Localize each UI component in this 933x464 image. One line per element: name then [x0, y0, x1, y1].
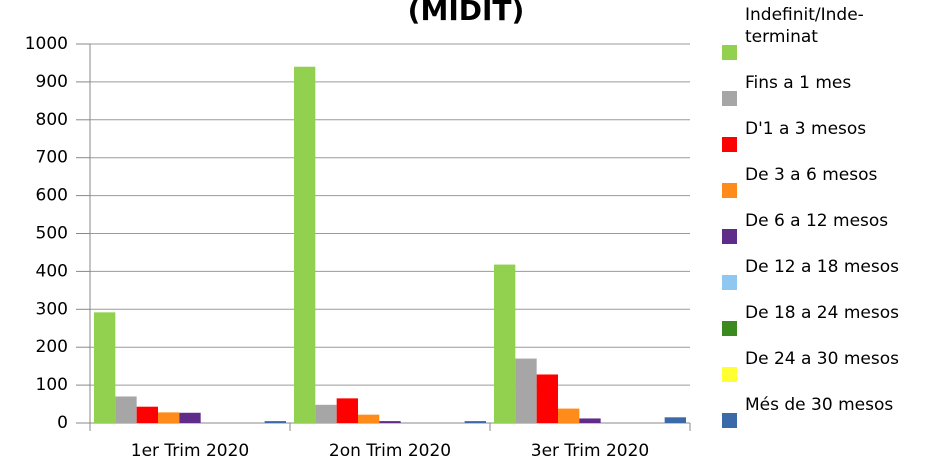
- legend-swatch: [722, 367, 737, 382]
- legend-label: De 3 a 6 mesos: [745, 165, 878, 185]
- bar: [579, 418, 601, 423]
- bar: [136, 406, 158, 423]
- legend-entry: De 12 a 18 mesos: [722, 246, 927, 292]
- bar: [115, 396, 137, 423]
- legend-entry: Més de 30 mesos: [722, 384, 927, 430]
- bar: [664, 417, 686, 423]
- y-tick-label: 500: [36, 224, 68, 244]
- legend-swatch: [722, 45, 737, 60]
- bar: [358, 414, 380, 423]
- legend-swatch: [722, 275, 737, 290]
- y-tick-label: 900: [36, 72, 68, 92]
- y-tick-label: 700: [36, 148, 68, 168]
- x-tick-label: 2on Trim 2020: [329, 441, 451, 461]
- bar: [94, 312, 116, 423]
- legend-entry: Indefinit/Inde-terminat: [722, 0, 927, 62]
- legend-swatch: [722, 229, 737, 244]
- legend-label: Més de 30 mesos: [745, 395, 894, 415]
- bar: [264, 421, 286, 423]
- legend-entry: De 6 a 12 mesos: [722, 200, 927, 246]
- legend: Indefinit/Inde-terminat Fins a 1 mes D'1 a…: [722, 0, 927, 430]
- legend-label: De 12 a 18 mesos: [745, 257, 899, 277]
- y-tick-label: 100: [36, 375, 68, 395]
- y-tick-label: 300: [36, 299, 68, 319]
- legend-label: Fins a 1 mes: [745, 73, 852, 93]
- legend-entry: De 24 a 30 mesos: [722, 338, 927, 384]
- legend-swatch: [722, 321, 737, 336]
- legend-label: Indefinit/Inde-terminat: [745, 5, 864, 47]
- y-tick-label: 200: [36, 337, 68, 357]
- legend-label: De 6 a 12 mesos: [745, 211, 889, 231]
- x-tick-label: 1er Trim 2020: [131, 441, 250, 461]
- bar: [294, 66, 316, 424]
- x-tick-label: 3er Trim 2020: [531, 441, 650, 461]
- legend-entry: D'1 a 3 mesos: [722, 108, 927, 154]
- legend-swatch: [722, 413, 737, 428]
- bar: [464, 421, 486, 423]
- legend-entry: De 3 a 6 mesos: [722, 154, 927, 200]
- y-tick-label: 400: [36, 261, 68, 281]
- legend-label: De 24 a 30 mesos: [745, 349, 899, 369]
- legend-swatch: [722, 137, 737, 152]
- bar: [379, 421, 401, 423]
- legend-label: D'1 a 3 mesos: [745, 119, 867, 139]
- legend-entry: Fins a 1 mes: [722, 62, 927, 108]
- legend-swatch: [722, 183, 737, 198]
- y-tick-label: 600: [36, 186, 68, 206]
- bar: [179, 412, 201, 423]
- chart-title: (MIDIT): [408, 0, 525, 27]
- y-tick-label: 1000: [25, 34, 68, 54]
- legend-label: De 18 a 24 mesos: [745, 303, 899, 323]
- bar: [336, 398, 358, 423]
- bar: [515, 358, 537, 423]
- bar: [536, 374, 558, 423]
- y-tick-label: 800: [36, 110, 68, 130]
- legend-entry: De 18 a 24 mesos: [722, 292, 927, 338]
- bar: [158, 412, 180, 423]
- legend-swatch: [722, 91, 737, 106]
- bar: [315, 404, 337, 423]
- bar: [494, 264, 516, 423]
- y-tick-label: 0: [57, 413, 68, 433]
- bar: [558, 408, 580, 423]
